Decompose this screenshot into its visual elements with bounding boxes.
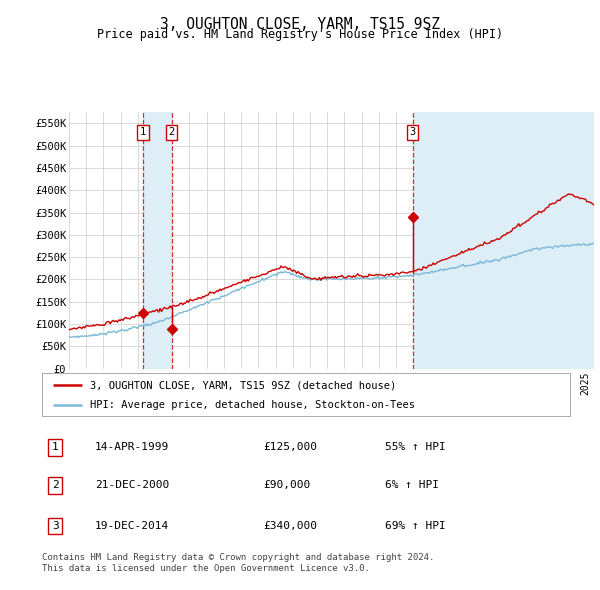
Text: 2: 2	[52, 480, 59, 490]
Text: Price paid vs. HM Land Registry's House Price Index (HPI): Price paid vs. HM Land Registry's House …	[97, 28, 503, 41]
Text: 3: 3	[52, 521, 59, 531]
Text: £340,000: £340,000	[264, 521, 318, 531]
Text: 14-APR-1999: 14-APR-1999	[95, 442, 169, 452]
Text: 1: 1	[140, 127, 146, 137]
Text: Contains HM Land Registry data © Crown copyright and database right 2024.
This d: Contains HM Land Registry data © Crown c…	[42, 553, 434, 573]
Text: 2: 2	[169, 127, 175, 137]
Bar	[143, 112, 172, 369]
Text: 21-DEC-2000: 21-DEC-2000	[95, 480, 169, 490]
Text: 1: 1	[52, 442, 59, 452]
Bar	[413, 112, 594, 369]
Text: HPI: Average price, detached house, Stockton-on-Tees: HPI: Average price, detached house, Stoc…	[89, 400, 415, 410]
Text: 3, OUGHTON CLOSE, YARM, TS15 9SZ: 3, OUGHTON CLOSE, YARM, TS15 9SZ	[160, 17, 440, 31]
Text: 55% ↑ HPI: 55% ↑ HPI	[385, 442, 446, 452]
Text: 69% ↑ HPI: 69% ↑ HPI	[385, 521, 446, 531]
Text: 19-DEC-2014: 19-DEC-2014	[95, 521, 169, 531]
Text: 3: 3	[409, 127, 416, 137]
Text: 6% ↑ HPI: 6% ↑ HPI	[385, 480, 439, 490]
Text: £90,000: £90,000	[264, 480, 311, 490]
Text: £125,000: £125,000	[264, 442, 318, 452]
Text: 3, OUGHTON CLOSE, YARM, TS15 9SZ (detached house): 3, OUGHTON CLOSE, YARM, TS15 9SZ (detach…	[89, 381, 396, 391]
